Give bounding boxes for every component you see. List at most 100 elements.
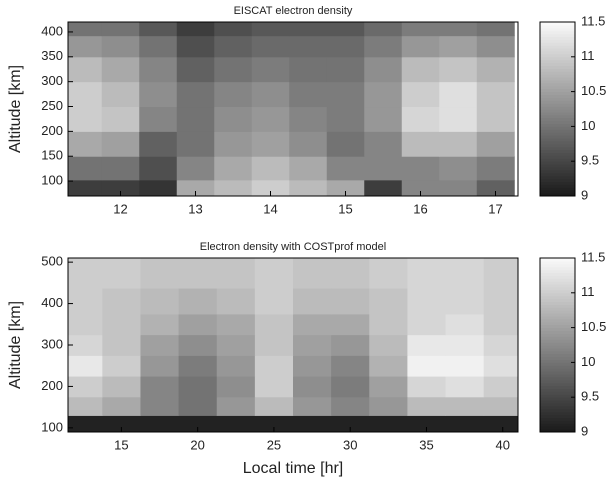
heatmap-cell <box>140 376 180 398</box>
colorbar-step <box>540 187 575 191</box>
colorbar-tick-label: 9 <box>581 423 588 438</box>
colorbar-tick-label: 10.5 <box>581 319 606 334</box>
heatmap-cell <box>68 131 103 157</box>
colorbar-step <box>540 318 575 323</box>
colorbar-step <box>540 347 575 352</box>
heatmap-cell <box>178 334 218 356</box>
heatmap-cell <box>216 313 256 336</box>
heatmap-cell <box>251 131 290 157</box>
heatmap-cell <box>445 415 485 432</box>
heatmap-cell <box>140 415 180 432</box>
colorbar-step <box>540 164 575 168</box>
heatmap-cell <box>364 179 403 196</box>
heatmap-cell <box>326 35 365 58</box>
heatmap-cell <box>101 131 140 157</box>
colorbar-step <box>540 77 575 81</box>
colorbar-step <box>540 53 575 58</box>
colorbar-tick-label: 10.5 <box>581 83 606 98</box>
heatmap-cell <box>401 106 440 132</box>
heatmap-cell <box>102 396 141 416</box>
heatmap-cell <box>102 258 141 289</box>
heatmap-cell <box>102 376 141 398</box>
heatmap-cell <box>139 179 178 196</box>
colorbar-step <box>540 304 575 308</box>
heatmap-cell <box>254 376 294 398</box>
colorbar-tick-label: 9.5 <box>581 153 599 168</box>
heatmap-cell <box>401 81 440 108</box>
y-tick-label: 300 <box>41 73 63 88</box>
colorbar-step <box>540 22 575 26</box>
heatmap-cell <box>476 179 515 196</box>
colorbar-step <box>540 417 575 421</box>
heatmap-cell <box>176 156 215 181</box>
heatmap-cell <box>483 288 518 315</box>
colorbar-tick-label: 9.5 <box>581 389 599 404</box>
heatmap-cell <box>214 56 253 83</box>
colorbar-step <box>540 39 575 43</box>
heatmap-cell <box>407 376 447 398</box>
x-tick-label: 14 <box>263 201 277 216</box>
heatmap-cell <box>254 415 294 432</box>
colorbar-step <box>540 374 575 378</box>
colorbar-step <box>540 266 575 271</box>
colorbar-frame <box>539 257 576 433</box>
heatmap-cell <box>364 81 403 108</box>
heatmap-cell <box>139 56 178 83</box>
heatmap-cell <box>216 376 256 398</box>
heatmap-cell <box>331 313 370 336</box>
colorbar-step <box>540 420 575 424</box>
heatmap-cell <box>178 288 218 315</box>
y-tick-label: 150 <box>41 148 63 163</box>
heatmap-cell <box>68 179 103 196</box>
colorbar-step <box>540 313 575 317</box>
heatmap-cell <box>445 355 485 377</box>
heatmap <box>68 22 515 196</box>
heatmap-cell <box>439 56 478 83</box>
colorbar-step <box>540 362 575 366</box>
heatmap-cell <box>178 415 218 432</box>
heatmap-cell <box>407 288 447 315</box>
colorbar-step <box>540 379 575 384</box>
heatmap-cell <box>331 355 370 377</box>
heatmap-cell <box>407 396 447 416</box>
colorbar-step <box>540 359 575 363</box>
heatmap-cell <box>176 81 215 108</box>
colorbar-step <box>540 172 575 177</box>
colorbar-step <box>540 65 575 69</box>
heatmap-cell <box>216 334 256 356</box>
heatmap-cell <box>178 376 218 398</box>
heatmap-cell <box>369 415 408 432</box>
heatmap-cell <box>439 156 478 181</box>
colorbar-step <box>540 85 575 90</box>
heatmap-cell <box>254 396 294 416</box>
heatmap-cell <box>439 106 478 132</box>
colorbar-step <box>540 167 575 171</box>
heatmap-cell <box>476 156 515 181</box>
colorbar-step <box>540 394 575 398</box>
heatmap-cell <box>68 156 103 181</box>
colorbar-step <box>540 184 575 188</box>
heatmap-cell <box>102 313 141 336</box>
heatmap-cell <box>289 131 328 157</box>
heatmap-cell <box>254 313 294 336</box>
colorbar-step <box>540 100 575 104</box>
heatmap-cell <box>326 106 365 132</box>
colorbar-step <box>540 123 575 127</box>
heatmap-cell <box>439 35 478 58</box>
heatmap-cell <box>178 258 218 289</box>
colorbar-step <box>540 82 575 87</box>
colorbar-step <box>540 327 575 331</box>
colorbar-step <box>540 356 575 360</box>
heatmap-cell <box>214 156 253 181</box>
colorbar-step <box>540 405 575 410</box>
heatmap-cell <box>102 334 141 356</box>
heatmap-cell <box>364 56 403 83</box>
y-tick-label: 250 <box>41 98 63 113</box>
colorbar-step <box>540 152 575 156</box>
heatmap-cell <box>68 313 103 336</box>
heatmap-cell <box>68 106 103 132</box>
colorbar-step <box>540 278 575 282</box>
heatmap-cell <box>68 22 103 37</box>
heatmap-cell <box>364 35 403 58</box>
colorbar-step <box>540 146 575 151</box>
